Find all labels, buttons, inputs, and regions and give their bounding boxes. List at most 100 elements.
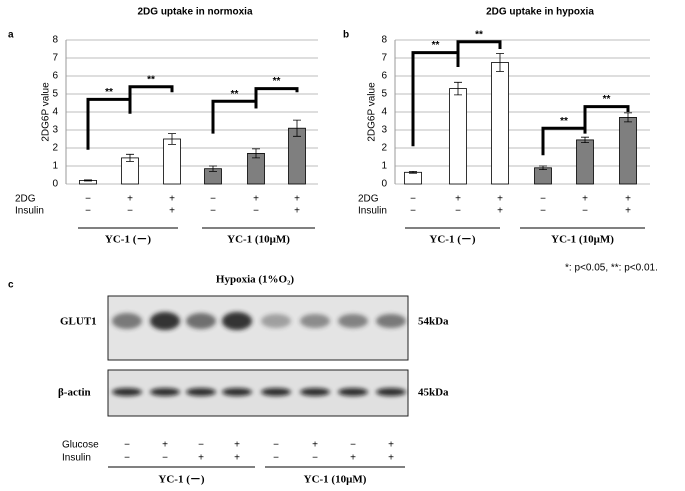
bar (449, 88, 467, 185)
significance-bracket (128, 85, 174, 112)
group-label: YC-1 (10μM) (551, 234, 614, 246)
condition-mark: − (124, 453, 130, 464)
condition-mark: − (540, 194, 546, 205)
blot-band (112, 313, 142, 329)
condition-mark: − (198, 440, 204, 451)
y-axis-label: 2DG6P value (367, 82, 378, 142)
error-bar (293, 119, 301, 137)
condition-mark: + (625, 194, 631, 205)
condition-mark: + (198, 453, 204, 464)
condition-mark: − (582, 206, 588, 217)
condition-mark: − (127, 206, 133, 217)
condition-mark: − (85, 194, 91, 205)
error-bar (539, 165, 547, 170)
y-tick-label: 4 (381, 107, 387, 118)
error-bar (581, 136, 589, 143)
y-tick-label: 4 (52, 107, 58, 118)
condition-mark: + (162, 440, 168, 451)
condition-mark: + (294, 194, 300, 205)
condition-mark: − (85, 206, 91, 217)
condition-mark: + (294, 206, 300, 217)
blot-band (186, 313, 216, 329)
blot-band (222, 388, 252, 396)
blot-row-label: GLUT1 (60, 316, 97, 328)
blot-size: 54kDa (418, 316, 449, 328)
group-label: YC-1 (10μM) (227, 234, 290, 246)
significance-bracket (456, 40, 502, 66)
panel-label: c (8, 280, 14, 291)
condition-label: 2DG (15, 194, 36, 205)
condition-mark: + (169, 206, 175, 217)
footnote: *: p<0.05, **: p<0.01. (565, 263, 658, 274)
blot-band (186, 388, 216, 396)
significance-label: ** (475, 29, 483, 40)
chart-title: 2DG uptake in normoxia (137, 7, 252, 18)
condition-mark: + (127, 194, 133, 205)
condition-mark: − (410, 194, 416, 205)
condition-mark: + (582, 194, 588, 205)
y-tick-label: 0 (381, 179, 387, 190)
condition-mark: + (312, 440, 318, 451)
condition-mark: − (273, 453, 279, 464)
error-bar (126, 153, 134, 162)
y-tick-label: 5 (381, 89, 387, 100)
significance-bracket (541, 126, 587, 156)
condition-label: Insulin (358, 206, 387, 217)
condition-mark: + (455, 194, 461, 205)
condition-mark: + (234, 440, 240, 451)
blot-band (150, 388, 180, 396)
panel-label: b (343, 30, 349, 41)
condition-mark: − (410, 206, 416, 217)
panel-label: a (8, 30, 14, 41)
y-tick-label: 7 (52, 53, 58, 64)
significance-label: ** (603, 94, 611, 105)
error-bar (496, 53, 504, 72)
blot-membrane (107, 295, 409, 361)
condition-label: 2DG (358, 194, 379, 205)
bar (404, 171, 422, 185)
group-label: YC-1 (－) (158, 474, 204, 486)
error-bar (252, 148, 260, 159)
blot-band (338, 314, 368, 328)
bar (576, 139, 594, 185)
bar (619, 117, 637, 185)
condition-mark: + (253, 194, 259, 205)
condition-mark: + (350, 453, 356, 464)
y-tick-label: 1 (52, 161, 58, 172)
condition-mark: + (234, 453, 240, 464)
error-bar (84, 179, 92, 182)
error-bar (454, 81, 462, 96)
condition-mark: − (350, 440, 356, 451)
condition-mark: − (273, 440, 279, 451)
condition-label: Glucose (62, 440, 99, 451)
significance-label: ** (231, 89, 239, 100)
bar (163, 138, 181, 185)
y-tick-label: 6 (52, 71, 58, 82)
y-tick-label: 6 (381, 71, 387, 82)
significance-label: ** (147, 74, 155, 85)
significance-bracket (583, 105, 630, 130)
condition-mark: − (455, 206, 461, 217)
condition-mark: + (497, 206, 503, 217)
blot-band (300, 388, 330, 396)
condition-mark: + (625, 206, 631, 217)
chart-title: 2DG uptake in hypoxia (486, 7, 594, 18)
blot-size: 45kDa (418, 387, 449, 399)
significance-label: ** (560, 116, 568, 127)
condition-mark: − (312, 453, 318, 464)
bar (491, 62, 509, 185)
error-bar (624, 112, 632, 123)
y-tick-label: 2 (381, 143, 387, 154)
condition-mark: − (124, 440, 130, 451)
y-tick-label: 1 (381, 161, 387, 172)
condition-label: Insulin (62, 453, 91, 464)
blot-band (261, 314, 291, 328)
blot-band (112, 388, 142, 396)
condition-mark: − (162, 453, 168, 464)
blot-title: Hypoxia (1%O₂) (216, 274, 294, 286)
y-tick-label: 8 (381, 35, 387, 46)
condition-mark: − (210, 206, 216, 217)
condition-label: Insulin (15, 206, 44, 217)
group-label: YC-1 (－) (105, 234, 151, 246)
